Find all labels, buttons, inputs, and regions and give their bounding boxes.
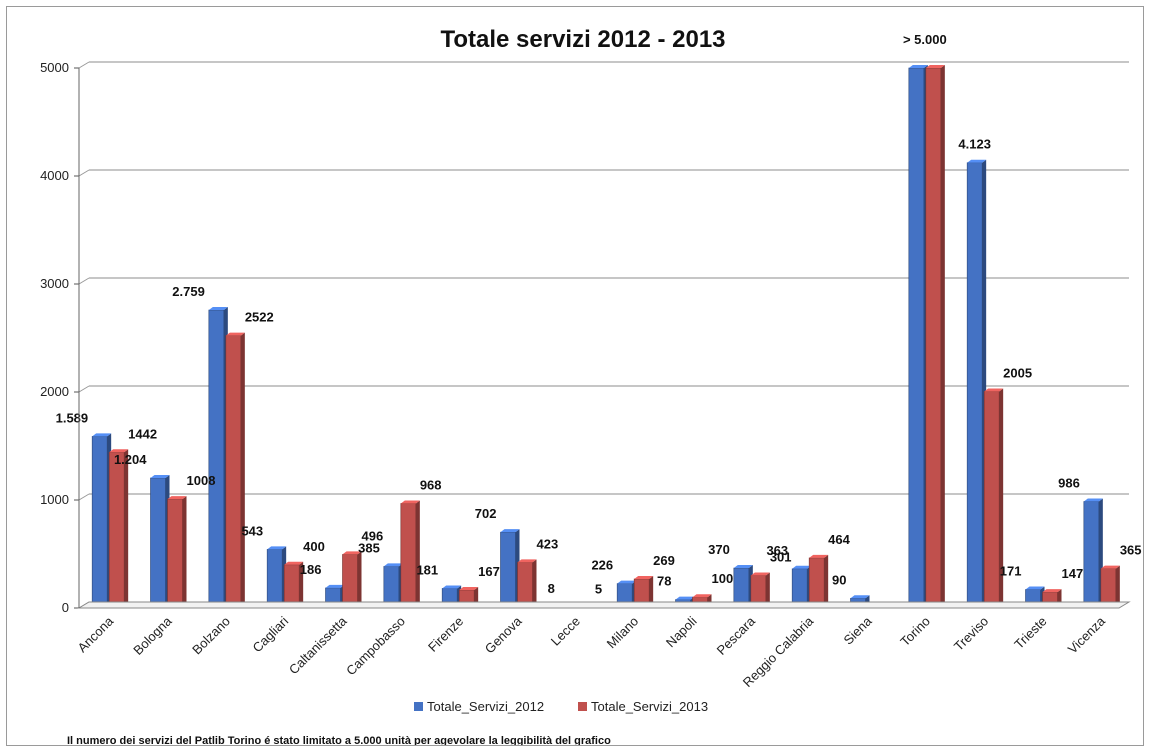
bar-2012	[209, 310, 224, 608]
data-label: 543	[241, 523, 263, 538]
data-label: 385	[358, 540, 380, 555]
x-tick-label: Pescara	[714, 613, 759, 658]
data-label: 5	[595, 581, 602, 596]
gridline-depth	[79, 494, 89, 500]
y-tick-label: 1000	[40, 492, 69, 507]
data-label: 8	[548, 581, 555, 596]
x-tick-label: Milano	[604, 614, 642, 652]
x-tick-label: Napoli	[663, 613, 700, 650]
x-tick-label: Treviso	[951, 614, 991, 654]
gridline-depth	[79, 386, 89, 392]
bar-side	[358, 551, 362, 608]
data-label: 400	[303, 539, 325, 554]
data-label: 167	[478, 564, 500, 579]
bar-side	[124, 449, 128, 608]
data-label: 269	[653, 553, 675, 568]
bar-side	[416, 500, 420, 608]
bar-2013	[226, 336, 241, 608]
bar-2013	[401, 503, 416, 608]
data-label: 171	[1000, 564, 1022, 579]
data-label: 363	[766, 543, 788, 558]
x-tick-label: Vicenza	[1065, 613, 1109, 657]
data-label: 2005	[1003, 365, 1032, 380]
data-label: 147	[1062, 566, 1084, 581]
bar-2013	[168, 499, 183, 608]
x-tick-label: Siena	[841, 613, 876, 648]
bar-2012	[967, 163, 982, 608]
x-tick-label: Bologna	[130, 613, 175, 658]
bar-side	[533, 559, 537, 608]
bar-2013	[343, 554, 358, 608]
x-tick-label: Lecce	[548, 614, 583, 649]
legend-swatch-2012	[414, 702, 423, 711]
bar-side	[183, 496, 187, 608]
data-label: 186	[300, 562, 322, 577]
data-label: 968	[420, 477, 442, 492]
bar-2012	[909, 68, 924, 608]
x-tick-label: Ancona	[75, 613, 117, 655]
gridline-depth	[79, 62, 89, 68]
data-label: 464	[828, 532, 850, 547]
axis-layer: 0 1000 2000 3000 4000 5000 Ancona Bologna Bolzan…	[40, 60, 1129, 690]
bar-side	[241, 333, 245, 608]
data-label: 90	[832, 572, 846, 587]
bar-2013	[109, 452, 124, 608]
data-label: 2.759	[172, 284, 205, 299]
footnote: Il numero dei servizi del Patlib Torino …	[67, 735, 611, 745]
legend-swatch-2013	[578, 702, 587, 711]
y-tick-label: 2000	[40, 384, 69, 399]
legend-label-2013: Totale_Servizi_2013	[591, 699, 708, 714]
data-label: 4.123	[958, 137, 991, 152]
bar-2013	[926, 68, 941, 608]
data-label: 1442	[128, 426, 157, 441]
x-tick-label: Bolzano	[189, 614, 233, 658]
x-tick-label: Genova	[482, 613, 525, 656]
data-label: 1008	[187, 473, 216, 488]
y-tick-label: 0	[62, 600, 69, 615]
data-label: 365	[1120, 543, 1142, 558]
y-tick-label: 4000	[40, 168, 69, 183]
y-tick-label: 5000	[40, 60, 69, 75]
chart-frame: 1.58914421.20410082.75925225434001864963…	[6, 6, 1144, 746]
bar-2012	[151, 478, 166, 608]
bar-2013	[809, 558, 824, 608]
data-label: 370	[708, 542, 730, 557]
legend-label-2012: Totale_Servizi_2012	[427, 699, 544, 714]
chart-floor	[79, 602, 1129, 608]
x-tick-label: Trieste	[1011, 614, 1049, 652]
y-tick-label: 3000	[40, 276, 69, 291]
data-label: 423	[537, 536, 559, 551]
data-label: 2522	[245, 310, 274, 325]
data-label: 181	[416, 562, 438, 577]
chart: 1.58914421.20410082.75925225434001864963…	[7, 7, 1143, 745]
data-label: 702	[475, 506, 497, 521]
x-tick-label: Cagliari	[250, 613, 292, 655]
data-label: 1.204	[114, 452, 147, 467]
x-tick-label: Firenze	[425, 614, 466, 655]
bar-side	[941, 65, 945, 608]
data-label: 226	[591, 558, 613, 573]
gridline-depth	[79, 278, 89, 284]
bar-2013	[518, 562, 533, 608]
data-label: 986	[1058, 476, 1080, 491]
chart-title: Totale servizi 2012 - 2013	[440, 26, 725, 53]
bar-2012	[267, 549, 282, 608]
data-label: 1.589	[56, 410, 89, 425]
bar-2013	[984, 391, 999, 608]
x-tick-label: Campobasso	[343, 614, 408, 679]
data-label: 78	[657, 574, 671, 589]
x-tick-label: Caltanissetta	[286, 613, 350, 677]
legend: Totale_Servizi_2012 Totale_Servizi_2013	[414, 699, 708, 714]
bar-2012	[92, 436, 107, 608]
bar-2012	[501, 532, 516, 608]
bar-side	[824, 555, 828, 608]
bar-2012	[1084, 502, 1099, 608]
gridline-depth	[79, 170, 89, 176]
x-tick-label: Torino	[897, 614, 933, 650]
data-label: > 5.000	[903, 32, 947, 47]
data-label: 100	[712, 571, 734, 586]
